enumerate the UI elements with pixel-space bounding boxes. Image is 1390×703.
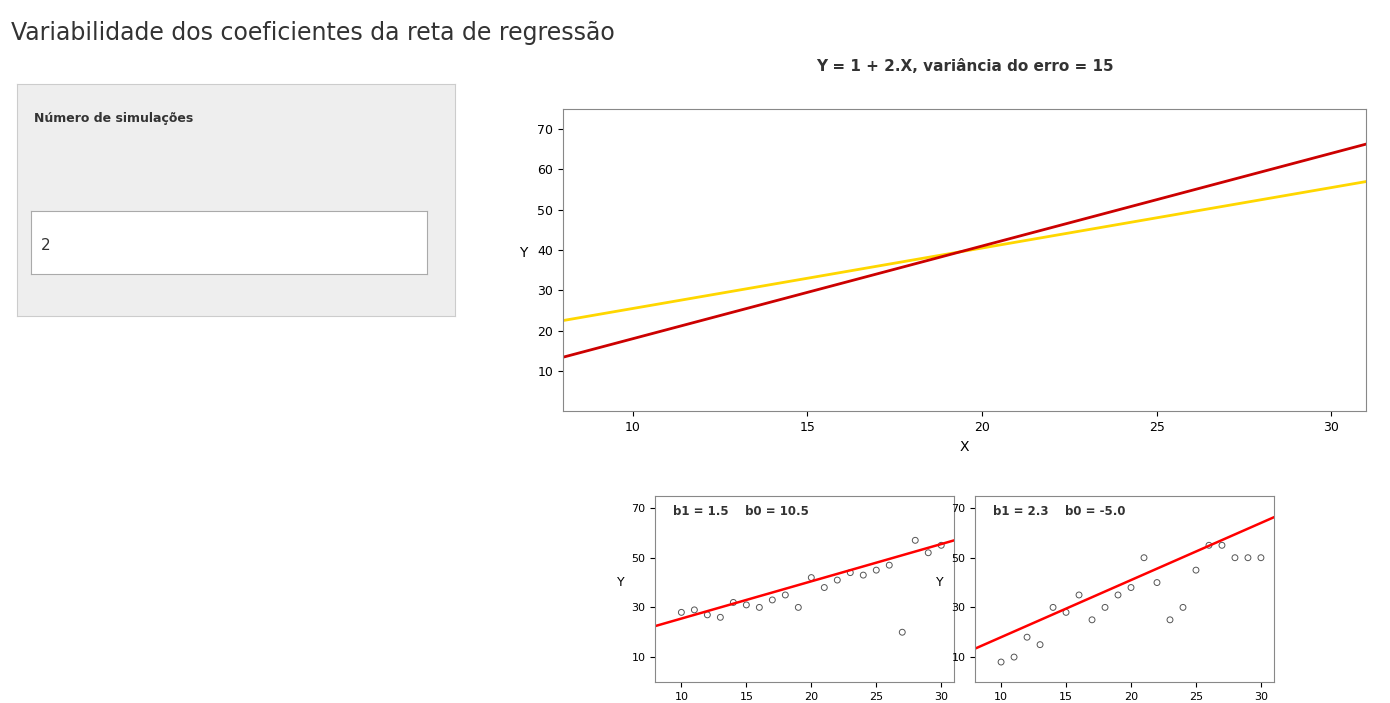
Text: b1 = 1.5    b0 = 10.5: b1 = 1.5 b0 = 10.5 xyxy=(673,505,809,518)
Point xyxy=(1172,602,1194,613)
Point xyxy=(723,597,745,608)
Point xyxy=(1223,552,1245,563)
Point xyxy=(852,569,874,581)
Point xyxy=(1055,607,1077,618)
Y-axis label: Y: Y xyxy=(617,576,624,588)
Point xyxy=(917,547,940,558)
Point xyxy=(1184,565,1207,576)
Point xyxy=(1068,589,1090,600)
Point xyxy=(1016,631,1038,643)
Text: b1 = 2.3    b0 = -5.0: b1 = 2.3 b0 = -5.0 xyxy=(992,505,1126,518)
Point xyxy=(1081,614,1104,626)
Point xyxy=(1094,602,1116,613)
Y-axis label: Y: Y xyxy=(937,576,944,588)
Point xyxy=(826,574,848,586)
Point xyxy=(1133,552,1155,563)
Point xyxy=(1237,552,1259,563)
Text: Número de simulações: Número de simulações xyxy=(35,112,193,125)
Point xyxy=(930,540,952,551)
Point xyxy=(904,535,926,546)
Point xyxy=(670,607,692,618)
Point xyxy=(735,599,758,610)
Point xyxy=(696,610,719,621)
Point xyxy=(865,565,887,576)
Point xyxy=(1250,552,1272,563)
Text: 2: 2 xyxy=(40,238,50,253)
Point xyxy=(840,567,862,579)
Point xyxy=(813,582,835,593)
Point xyxy=(1120,582,1143,593)
Point xyxy=(1198,540,1220,551)
Point xyxy=(1106,589,1129,600)
Y-axis label: Y: Y xyxy=(518,246,528,260)
Point xyxy=(748,602,770,613)
Text: Variabilidade dos coeficientes da reta de regressão: Variabilidade dos coeficientes da reta d… xyxy=(11,21,614,45)
Point xyxy=(1004,652,1026,663)
Point xyxy=(801,572,823,583)
Point xyxy=(878,560,901,571)
Point xyxy=(1029,639,1051,650)
Point xyxy=(1042,602,1065,613)
Point xyxy=(1159,614,1182,626)
Point xyxy=(1211,540,1233,551)
Point xyxy=(774,589,796,600)
Text: Y = 1 + 2.X, variância do erro = 15: Y = 1 + 2.X, variância do erro = 15 xyxy=(816,59,1113,74)
Point xyxy=(684,605,706,616)
Point xyxy=(990,657,1012,668)
X-axis label: X: X xyxy=(960,439,969,453)
Point xyxy=(762,594,784,605)
Point xyxy=(1145,577,1168,588)
Point xyxy=(787,602,809,613)
Point xyxy=(709,612,731,623)
Point xyxy=(891,626,913,638)
